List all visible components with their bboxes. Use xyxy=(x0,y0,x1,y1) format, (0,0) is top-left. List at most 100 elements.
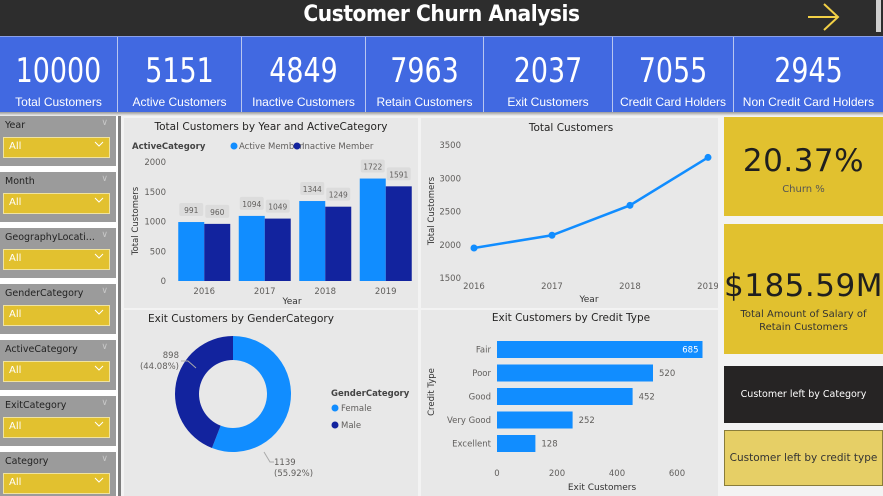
legend-title: ActiveCategory xyxy=(132,142,206,152)
x-tick-label: 2018 xyxy=(619,282,641,292)
x-tick-label: 400 xyxy=(609,469,625,479)
slicer-title: Year xyxy=(5,120,26,131)
header-bar: Customer Churn Analysis xyxy=(0,0,883,36)
chart-title: Exit Customers by GenderCategory xyxy=(148,313,334,325)
card-salary: $185.59M Total Amount of Salary of Retai… xyxy=(724,224,883,354)
slicer-dropdown[interactable]: All xyxy=(3,361,110,382)
bar xyxy=(497,411,573,429)
slicer-dropdown[interactable]: All xyxy=(3,473,110,494)
y-tick-label: 3000 xyxy=(439,174,461,184)
slicer-dropdown[interactable]: All xyxy=(3,305,110,326)
slicer-value: All xyxy=(9,309,22,320)
next-page-button[interactable] xyxy=(806,2,842,32)
slicer-panel: Year ∨ All Month ∨ All GeographyLocati..… xyxy=(0,116,118,496)
chevron-down-icon[interactable]: ∨ xyxy=(101,398,108,408)
chevron-down-icon xyxy=(94,365,104,371)
chevron-down-icon xyxy=(94,477,104,483)
bar xyxy=(359,178,386,281)
data-label: 960 xyxy=(210,208,225,217)
slicer-dropdown[interactable]: All xyxy=(3,137,110,158)
slicer-year: Year ∨ All xyxy=(0,116,116,166)
chart-year-activecategory[interactable]: Total Customers by Year and ActiveCatego… xyxy=(124,118,418,308)
data-label-bg xyxy=(205,204,230,218)
data-label-value: 898 xyxy=(163,351,179,361)
x-tick-label: 2016 xyxy=(193,287,215,297)
data-label: 1344 xyxy=(303,185,322,194)
kpi-label: Non Credit Card Holders xyxy=(742,95,875,109)
kpi-value: 2945 xyxy=(774,51,843,91)
kpi-value: 5151 xyxy=(145,51,214,91)
kpi-total-customers: 10000 Total Customers xyxy=(0,37,118,112)
slicer-gender: GenderCategory ∨ All xyxy=(0,284,116,334)
kpi-value: 2037 xyxy=(513,51,583,91)
x-tick-label: 2016 xyxy=(463,282,485,292)
churn-value: 20.37% xyxy=(742,143,865,179)
slicer-dropdown[interactable]: All xyxy=(3,417,110,438)
kpi-inactive-customers: 4849 Inactive Customers xyxy=(242,37,366,112)
chevron-down-icon[interactable]: ∨ xyxy=(101,454,108,464)
chevron-down-icon[interactable]: ∨ xyxy=(101,342,108,352)
donut-chart-svg: Exit Customers by GenderCategory 898(44.0… xyxy=(140,313,410,479)
slicer-dropdown[interactable]: All xyxy=(3,249,110,270)
data-label: 1249 xyxy=(329,191,348,200)
legend-label: Inactive Member xyxy=(302,142,374,152)
data-label: 685 xyxy=(682,346,698,356)
chevron-down-icon xyxy=(94,421,104,427)
chevron-down-icon xyxy=(94,141,104,147)
kpi-value: 7963 xyxy=(390,51,459,91)
kpi-value: 10000 xyxy=(15,51,102,91)
scrollbar[interactable] xyxy=(876,0,881,32)
legend-title: GenderCategory xyxy=(331,389,410,399)
bar-chart-svg: Total Customers by Year and ActiveCatego… xyxy=(131,121,412,307)
bar xyxy=(325,206,352,281)
data-label-pct: (55.92%) xyxy=(274,469,313,479)
data-point xyxy=(626,201,634,209)
bar xyxy=(204,223,231,281)
data-label: 1049 xyxy=(268,203,287,212)
data-label-value: 1139 xyxy=(274,458,296,468)
slicer-title: ActiveCategory xyxy=(5,344,78,355)
data-point xyxy=(704,153,712,161)
card-churn: 20.37% Churn % xyxy=(724,117,883,216)
series-line xyxy=(473,156,709,250)
line-chart-svg: Total Customers 1500 2000 2500 3000 3500 Total… xyxy=(427,122,719,305)
y-tick-label: 2000 xyxy=(439,241,461,251)
kpi-credit-card-holders: 7055 Credit Card Holders xyxy=(613,37,734,112)
chevron-down-icon[interactable]: ∨ xyxy=(101,118,108,128)
slicer-value: All xyxy=(9,141,22,152)
slicer-dropdown[interactable]: All xyxy=(3,193,110,214)
customer-left-by-credit-type-button[interactable]: Customer left by credit type xyxy=(724,430,883,486)
y-tick-label: 2000 xyxy=(144,158,166,168)
slicer-title: GeographyLocati... xyxy=(5,232,95,243)
x-tick-label: 2019 xyxy=(375,287,397,297)
slicer-value: All xyxy=(9,477,22,488)
slicer-title: ExitCategory xyxy=(5,400,67,411)
y-tick-label: Poor xyxy=(472,369,491,379)
chevron-down-icon xyxy=(94,253,104,259)
salary-value: $185.59M xyxy=(724,268,883,304)
bar xyxy=(299,201,326,281)
chevron-down-icon[interactable]: ∨ xyxy=(101,286,108,296)
customer-left-by-category-button[interactable]: Customer left by Category xyxy=(724,366,883,423)
bar xyxy=(385,186,412,281)
kpi-value: 4849 xyxy=(269,51,338,91)
hbar-chart-svg: Exit Customers by Credit Type Fair 685 Poor… xyxy=(427,312,703,493)
chart-gender-donut[interactable]: Exit Customers by GenderCategory 898 (44.0… xyxy=(124,310,418,496)
y-tick-label: 2500 xyxy=(439,208,461,218)
chart-credit-type[interactable]: Exit Customers by Credit Type Fair 685 Poor… xyxy=(421,310,718,496)
x-tick-label: 0 xyxy=(494,469,499,479)
legend-label: Active Member xyxy=(239,142,303,152)
bar xyxy=(497,388,633,405)
data-label-bg xyxy=(179,203,204,217)
chart-title: Total Customers xyxy=(528,122,613,134)
kpi-label: Retain Customers xyxy=(376,95,473,109)
x-axis-label: Year xyxy=(578,295,598,305)
kpi-label: Total Customers xyxy=(15,95,102,109)
kpi-shadow xyxy=(0,112,883,116)
kpi-exit-customers: 2037 Exit Customers xyxy=(484,37,613,112)
slicer-month: Month ∨ All xyxy=(0,172,116,222)
chevron-down-icon[interactable]: ∨ xyxy=(101,230,108,240)
chart-total-customers[interactable]: Total Customers 1500 2000 2500 3000 3500 Total… xyxy=(421,118,719,308)
chevron-down-icon[interactable]: ∨ xyxy=(101,174,108,184)
y-axis-label: Total Customers xyxy=(427,176,437,246)
